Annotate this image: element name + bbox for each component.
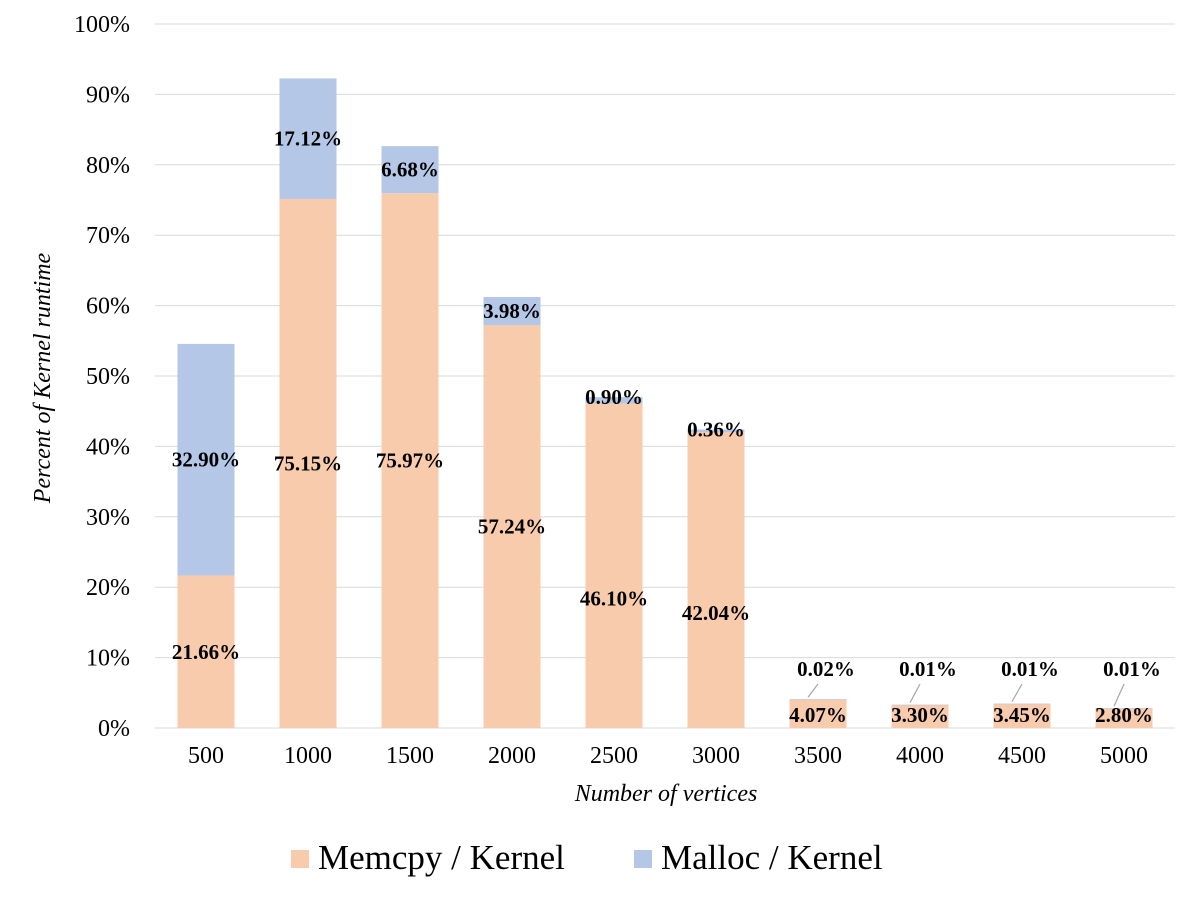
data-label-malloc: 32.90% [172,448,240,472]
x-axis-title: Number of vertices [574,781,758,807]
bar-malloc [789,699,847,700]
x-tick-label: 3000 [692,743,740,769]
bars [177,78,1153,729]
bar-memcpy [993,703,1051,728]
data-label-malloc: 17.12% [274,127,342,151]
data-label-memcpy: 21.66% [172,640,240,664]
y-tick-label: 40% [86,434,130,460]
x-tick-label: 4500 [998,743,1046,769]
y-tick-label: 20% [86,575,130,601]
bar-memcpy [789,699,847,728]
y-tick-label: 70% [86,223,130,249]
y-tick-label: 60% [86,294,130,320]
x-tick-label: 4000 [896,743,944,769]
label-leader-lines [807,683,1125,707]
bar-memcpy [483,325,541,728]
legend-label-malloc: Malloc / Kernel [661,838,883,877]
data-label-malloc: 0.36% [687,418,745,442]
data-label-malloc: 0.01% [899,657,957,681]
bar-malloc [279,78,337,199]
leader-line [909,683,921,703]
x-tick-label: 1500 [386,743,434,769]
bar-malloc [381,146,439,194]
x-tick-label: 5000 [1100,743,1148,769]
data-label-memcpy: 2.80% [1095,703,1153,727]
legend-swatch-memcpy [291,850,309,868]
bar-memcpy [177,575,235,728]
leader-line [1113,683,1125,707]
x-tick-label: 2500 [590,743,638,769]
data-label-memcpy: 75.15% [274,451,342,475]
y-tick-label: 50% [86,364,130,390]
x-tick-label: 1000 [284,743,332,769]
data-labels: 21.66% 32.90% 75.15% 17.12% 75.97% 6.68% 57.24… [172,127,1161,727]
data-label-memcpy: 3.45% [993,703,1051,727]
data-label-malloc: 0.01% [1001,657,1059,681]
y-tick-label: 90% [86,82,130,108]
data-label-memcpy: 42.04% [682,601,750,625]
legend: Memcpy / Kernel Malloc / Kernel [291,838,883,877]
data-label-malloc: 0.90% [585,385,643,409]
bar-malloc [687,429,745,433]
x-tick-label: 500 [188,743,224,769]
y-tick-label: 10% [86,646,130,672]
bar-malloc [177,343,235,576]
x-axis-ticks: 500 1000 1500 2000 2500 3000 3500 4000 4500 5000 [188,743,1148,769]
leader-line [1011,683,1023,702]
x-tick-label: 3500 [794,743,842,769]
y-tick-label: 80% [86,153,130,179]
y-axis-ticks: 0% 10% 20% 30% 40% 50% 60% 70% 80% 90% 100% [74,12,130,742]
bar-memcpy [891,704,949,728]
data-label-malloc: 0.02% [797,657,855,681]
data-label-malloc: 3.98% [483,299,541,323]
data-label-memcpy: 57.24% [478,515,546,539]
data-label-memcpy: 3.30% [891,703,949,727]
data-label-memcpy: 4.07% [789,703,847,727]
bar-malloc [483,297,541,326]
y-tick-label: 100% [74,12,130,38]
data-label-memcpy: 46.10% [580,587,648,611]
data-label-memcpy: 75.97% [376,449,444,473]
legend-swatch-malloc [634,850,652,868]
data-label-malloc: 6.68% [381,158,439,182]
bar-memcpy [279,198,337,729]
bar-memcpy [381,193,439,728]
bar-malloc [1095,708,1153,709]
bar-malloc [993,703,1051,705]
bar-malloc [585,397,643,404]
y-axis-title: Percent of Kernel runtime [30,252,56,504]
bar-memcpy [687,432,745,728]
legend-label-memcpy: Memcpy / Kernel [318,838,565,877]
bar-memcpy [1095,708,1153,728]
leader-line [807,683,819,698]
x-tick-label: 2000 [488,743,536,769]
y-tick-label: 30% [86,505,130,531]
y-tick-label: 0% [98,716,130,742]
bar-memcpy [585,403,643,728]
bar-malloc [891,704,949,706]
data-label-malloc: 0.01% [1103,657,1161,681]
